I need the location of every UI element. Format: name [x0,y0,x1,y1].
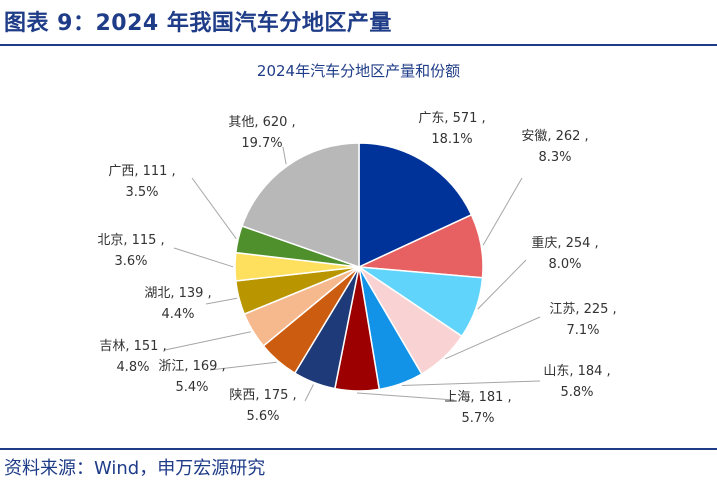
data-label-8: 浙江, 169 , 5.4% [158,359,225,395]
data-label-12: 广西, 111 , 3.5% [108,164,175,200]
data-label-10: 湖北, 139 , 4.4% [144,286,211,322]
source-note: 资料来源：Wind，申万宏源研究 [4,458,266,479]
leader-line-7 [304,384,314,402]
leader-line-3 [477,259,527,310]
data-label-percent: 5.7% [461,411,494,426]
title-rule [0,44,717,46]
data-label-name-value: 山东, 184 , [543,364,610,379]
data-label-percent: 4.4% [161,307,194,322]
data-label-11: 北京, 115 , 3.6% [97,233,164,269]
leader-line-8 [209,361,277,371]
leader-line-12 [191,177,237,239]
data-label-percent: 3.5% [125,185,158,200]
pie-slices [234,142,484,392]
leader-line-11 [173,247,234,268]
data-label-name-value: 广东, 571 , [418,111,485,126]
data-label-7: 陕西, 175 , 5.6% [229,388,296,424]
source-rule [0,448,717,450]
data-label-name-value: 浙江, 169 , [158,359,225,374]
chart-title: 2024年汽车分地区产量和份额 [256,62,461,80]
data-label-percent: 3.6% [114,254,147,269]
leader-line-10 [205,297,238,305]
data-label-6: 上海, 181 , 5.7% [444,390,511,426]
leader-line-2 [482,177,523,246]
figure-title: 图表 9：2024 年我国汽车分地区产量 [4,11,392,36]
data-label-9: 吉林, 151 , 4.8% [99,339,166,375]
leader-line-5 [401,380,541,386]
data-label-name-value: 江苏, 225 , [549,301,616,317]
data-label-name-value: 广西, 111 , [108,164,175,179]
data-label-name-value: 重庆, 254 , [531,235,598,251]
data-label-name-value: 北京, 115 , [97,233,164,248]
data-label-percent: 18.1% [431,132,472,147]
data-label-name-value: 陕西, 175 , [229,388,296,403]
leader-line-9 [164,331,252,351]
data-label-1: 广东, 571 , 18.1% [418,111,485,147]
data-label-name-value: 上海, 181 , [444,390,511,405]
data-label-4: 江苏, 225 , 7.1% [549,301,616,338]
leader-line-6 [356,392,455,401]
data-label-percent: 8.3% [538,150,571,165]
leader-line-13 [282,146,287,165]
data-label-name-value: 吉林, 151 , [99,339,166,354]
data-label-5: 山东, 184 , 5.8% [543,364,610,400]
data-label-name-value: 其他, 620 , [228,115,295,130]
data-label-3: 重庆, 254 , 8.0% [531,235,598,272]
leader-lines [164,146,541,402]
data-label-name-value: 湖北, 139 , [144,286,211,301]
data-label-13: 其他, 620 , 19.7% [228,115,295,151]
data-label-percent: 19.7% [241,136,282,151]
leader-line-4 [445,316,541,360]
data-label-percent: 8.0% [548,257,581,272]
data-label-percent: 7.1% [566,323,599,338]
data-label-percent: 5.4% [175,380,208,395]
data-labels: 广东, 571 , 18.1% 安徽, 262 , 8.3% 重庆, 254 , 8.0%… [97,111,616,426]
data-label-name-value: 安徽, 262 , [521,129,588,144]
pie-slice-1 [358,142,473,269]
data-label-percent: 4.8% [116,360,149,375]
data-label-2: 安徽, 262 , 8.3% [521,129,588,165]
data-label-percent: 5.6% [246,409,279,424]
data-label-percent: 5.8% [560,385,593,400]
pie-slice-13 [241,142,360,269]
